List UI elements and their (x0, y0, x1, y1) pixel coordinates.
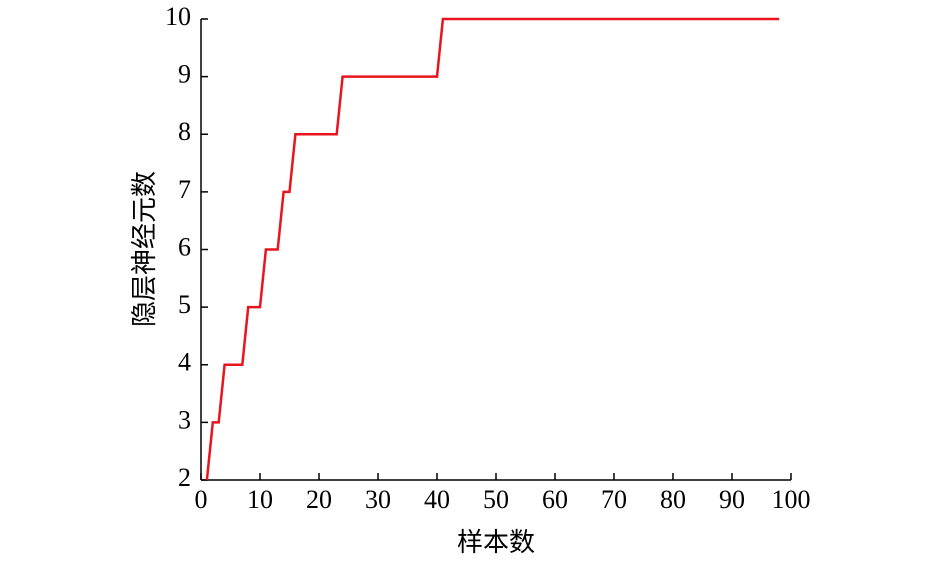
y-tick-label: 5 (178, 290, 191, 319)
y-tick-label: 8 (178, 117, 191, 146)
x-tick-label: 80 (660, 485, 686, 514)
x-tick-label: 70 (601, 485, 627, 514)
y-tick-label: 9 (178, 60, 191, 89)
x-axis-label: 样本数 (457, 528, 535, 557)
y-tick-label: 6 (178, 232, 191, 261)
x-tick-label: 100 (772, 485, 811, 514)
x-tick-label: 40 (424, 485, 450, 514)
y-tick-label: 10 (165, 2, 191, 31)
data-line (205, 17, 780, 481)
x-tick-label: 60 (542, 485, 568, 514)
x-tick-label: 0 (195, 485, 208, 514)
x-tick-label: 90 (719, 485, 745, 514)
y-tick-label: 2 (178, 463, 191, 492)
x-tick-label: 50 (483, 485, 509, 514)
x-tick-label: 10 (247, 485, 273, 514)
x-tick-label: 30 (365, 485, 391, 514)
y-axis-label: 隐层神经元数 (130, 171, 159, 327)
x-tick-label: 20 (306, 485, 332, 514)
y-tick-label: 4 (178, 348, 191, 377)
y-tick-label: 3 (178, 405, 191, 434)
y-tick-label: 7 (178, 175, 191, 204)
